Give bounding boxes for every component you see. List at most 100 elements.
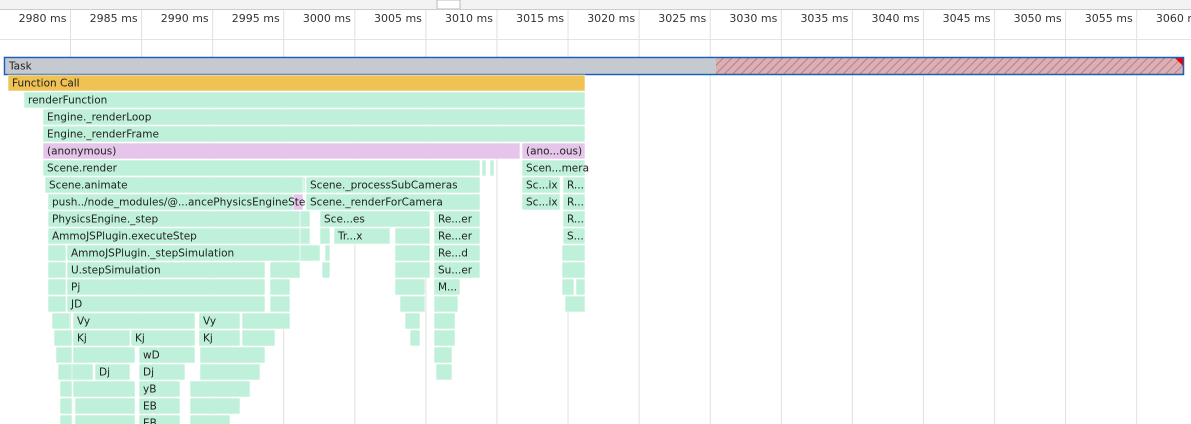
flame-entry[interactable]: [66, 295, 266, 313]
flame-entry[interactable]: [23, 91, 586, 109]
flame-sliver: [409, 329, 421, 347]
flame-label: S...: [567, 231, 584, 243]
flame-entry[interactable]: [562, 210, 586, 228]
flame-sliver: [72, 346, 136, 364]
flame-entry[interactable]: [319, 210, 431, 228]
flame-sliver: [324, 244, 331, 262]
flame-label: Su...er: [438, 265, 473, 277]
flame-sliver: [47, 244, 67, 262]
flame-entry[interactable]: [66, 244, 301, 262]
flame-label: U.stepSimulation: [71, 265, 161, 277]
flame-label: Scene._renderForCamera: [310, 197, 443, 209]
flame-entry[interactable]: [138, 363, 186, 381]
flame-entry[interactable]: [333, 227, 391, 245]
flame-label: Re...er: [438, 214, 473, 226]
flame-label: Vy: [77, 316, 90, 328]
flame-entry[interactable]: [521, 193, 561, 211]
flame-entry[interactable]: [433, 210, 481, 228]
flame-entry[interactable]: [94, 363, 131, 381]
flame-label: R...: [567, 180, 584, 192]
flame-entry[interactable]: [138, 414, 181, 424]
flame-label: Scene.animate: [49, 180, 128, 192]
flame-sliver: [575, 278, 586, 296]
overview-window[interactable]: [436, 0, 461, 10]
flame-entry[interactable]: [42, 108, 586, 126]
flame-sliver: [241, 329, 276, 347]
flame-label: R...: [567, 197, 584, 209]
flame-entry[interactable]: [305, 193, 481, 211]
flame-sliver: [299, 227, 311, 245]
flame-sliver: [59, 380, 73, 398]
time-label: 2980 ms: [19, 12, 67, 25]
flame-sliver: [72, 380, 136, 398]
flame-sliver: [269, 261, 301, 279]
flame-label: Scen...mera: [526, 163, 589, 175]
flame-entry[interactable]: [138, 346, 196, 364]
flame-sliver: [269, 278, 291, 296]
flame-sliver: [47, 278, 67, 296]
flame-entry[interactable]: [42, 142, 521, 160]
flame-label: Sce...es: [324, 214, 365, 226]
flame-entry[interactable]: [47, 227, 301, 245]
flame-entry[interactable]: [47, 210, 301, 228]
flame-sliver: [189, 397, 241, 415]
flame-sliver: [189, 380, 251, 398]
flame-sliver: [399, 295, 426, 313]
flame-label: Scene.render: [47, 163, 118, 175]
time-label: 3045 ms: [943, 12, 991, 25]
flame-entry[interactable]: [562, 227, 586, 245]
long-task-flag: [1175, 58, 1183, 66]
flame-entry[interactable]: [305, 176, 481, 194]
time-label: 3030 ms: [729, 12, 777, 25]
flame-label: Task: [8, 61, 33, 73]
flame-entry[interactable]: [521, 159, 586, 177]
flame-sliver: [404, 312, 421, 330]
flame-entry[interactable]: [433, 244, 481, 262]
flame-label: Pj: [71, 282, 80, 294]
flame-sliver: [51, 312, 71, 330]
flame-label: Kj: [77, 333, 87, 345]
flame-entry[interactable]: [198, 329, 241, 347]
time-label: 3035 ms: [800, 12, 848, 25]
flame-label: Engine._renderLoop: [47, 112, 152, 124]
flame-entry[interactable]: [7, 74, 586, 92]
overview-strip: [0, 0, 1191, 9]
flame-entry[interactable]: [562, 193, 586, 211]
flame-sliver: [55, 346, 73, 364]
flame-entry[interactable]: [47, 193, 294, 211]
time-label: 3040 ms: [872, 12, 920, 25]
flame-label: PhysicsEngine._step: [52, 214, 158, 226]
flame-entry[interactable]: [521, 176, 561, 194]
flame-sliver: [435, 363, 453, 381]
flame-sliver: [394, 244, 431, 262]
flame-entry[interactable]: [44, 176, 304, 194]
flame-entry[interactable]: [138, 380, 181, 398]
time-label: 3025 ms: [658, 12, 706, 25]
flame-entry[interactable]: [66, 261, 266, 279]
flame-sliver: [394, 227, 431, 245]
flame-entry[interactable]: [72, 329, 131, 347]
flame-sliver: [299, 244, 321, 262]
flame-entry[interactable]: [433, 261, 481, 279]
flame-sliver: [394, 261, 431, 279]
time-label: 3055 ms: [1085, 12, 1133, 25]
flame-entry[interactable]: [130, 329, 196, 347]
flame-entry[interactable]: [42, 125, 586, 143]
flame-entry[interactable]: [42, 159, 481, 177]
flame-label: Tr...x: [337, 231, 362, 243]
time-label: 2985 ms: [90, 12, 138, 25]
flame-entry[interactable]: [138, 397, 181, 415]
flame-sliver: [433, 295, 459, 313]
flame-sliver: [53, 329, 73, 347]
flame-entry[interactable]: [72, 312, 196, 330]
flame-label: EB: [143, 418, 157, 424]
flame-sliver: [319, 227, 331, 245]
flame-entry[interactable]: [562, 176, 586, 194]
flame-entry[interactable]: [433, 278, 461, 296]
flame-entry[interactable]: [521, 142, 586, 160]
flame-entry[interactable]: [198, 312, 241, 330]
flame-entry[interactable]: [66, 278, 266, 296]
flame-entry[interactable]: [433, 227, 481, 245]
flame-label: AmmoJSPlugin.executeStep: [52, 231, 197, 243]
